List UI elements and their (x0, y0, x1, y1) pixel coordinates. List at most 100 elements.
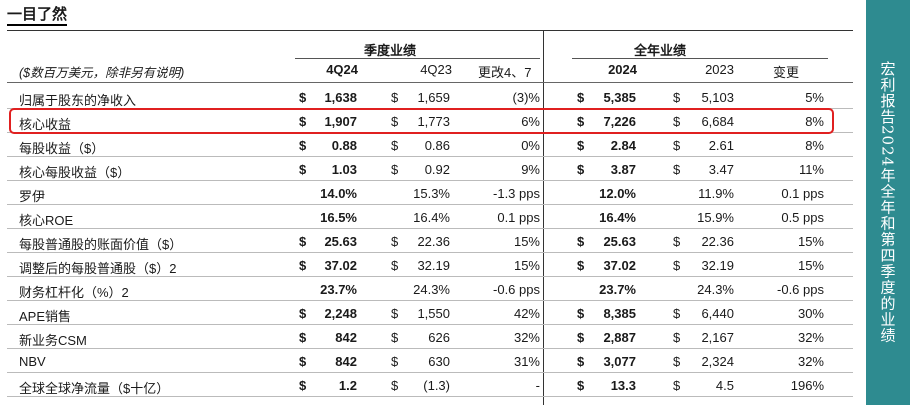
cell-y-cur: 3.87 (610, 162, 636, 177)
cell-q-prev: 1,659 (417, 90, 450, 105)
header-q-cur: 4Q24 (326, 62, 358, 77)
cell-label: 财务杠杆化（%）2 (19, 285, 129, 300)
cell-d1: $ (299, 378, 307, 393)
cell-label: 归属于股东的净收入 (19, 93, 137, 108)
table-row: 归属于股东的净收入 $1,638 $1,659 (3)% $5,385 $5,103 5% (0, 85, 860, 109)
cell-d1: $ (299, 90, 307, 105)
cell-d3: $ (577, 306, 585, 321)
row-divider (7, 180, 853, 181)
table-row: 核心收益 $1,907 $1,773 6% $7,226 $6,684 8% (0, 109, 860, 133)
cell-label: 核心ROE (19, 213, 74, 228)
cell-d4: $ (673, 234, 681, 249)
cell-y-prev: 3.47 (708, 162, 734, 177)
cell-d2: $ (391, 162, 399, 177)
cell-label: 核心每股收益（$） (19, 165, 131, 180)
cell-y-cur: 8,385 (603, 306, 636, 321)
header-y-cur: 2024 (608, 62, 637, 77)
row-divider (7, 396, 853, 397)
cell-q-prev: 15.3% (413, 186, 450, 201)
cell-q-prev: 630 (428, 354, 450, 369)
cell-y-prev: 4.5 (715, 378, 734, 393)
cell-y-prev: 2.61 (708, 138, 734, 153)
cell-label: 罗伊 (19, 189, 46, 204)
row-divider (7, 228, 853, 229)
cell-q-chg: 6% (521, 114, 540, 129)
cell-y-prev: 2,167 (701, 330, 734, 345)
cell-q-chg: -0.6 pps (493, 282, 540, 297)
cell-label: 每股普通股的账面价值（$） (19, 237, 183, 252)
table-row: 全球全球净流量（$十亿） $1.2 $ (1.3) - $13.3 $4.5 196% (0, 373, 860, 397)
cell-d2: $ (391, 330, 399, 345)
cell-q-cur: 1,638 (324, 90, 357, 105)
cell-y-cur: 2,887 (603, 330, 636, 345)
cell-y-cur: 2.84 (610, 138, 636, 153)
cell-d1: $ (299, 162, 307, 177)
cell-q-chg: (3)% (512, 90, 540, 105)
cell-d1: $ (299, 138, 307, 153)
cell-d3: $ (577, 354, 585, 369)
cell-y-cur: 7,226 (603, 114, 636, 129)
table-row: 每股收益（$） $0.88 $0.86 0% $2.84 $2.61 8% (0, 133, 860, 157)
cell-d4: $ (673, 330, 681, 345)
cell-q-prev: 0.86 (424, 138, 450, 153)
cell-y-chg: 8% (805, 138, 824, 153)
cell-q-cur: 14.0% (320, 186, 357, 201)
cell-y-chg: 30% (797, 306, 824, 321)
cell-q-chg: 31% (513, 354, 540, 369)
table-row: APE销售 $2,248 $1,550 42% $8,385 $6,440 30% (0, 301, 860, 325)
cell-label: APE销售 (19, 309, 72, 324)
cell-d4: $ (673, 162, 681, 177)
quarter-group-rule (295, 58, 540, 59)
cell-q-cur: 1,907 (324, 114, 357, 129)
cell-y-chg: -0.6 pps (777, 282, 824, 297)
table-row: 核心ROE 16.5% 16.4% 0.1 pps 16.4% 15.9% 0.5 pps (0, 205, 860, 229)
section-divider (543, 31, 544, 405)
cell-y-prev: 6,684 (701, 114, 734, 129)
cell-y-prev: 2,324 (701, 354, 734, 369)
cell-q-chg: 32% (513, 330, 540, 345)
cell-q-chg: 0% (521, 138, 540, 153)
cell-d3: $ (577, 378, 585, 393)
cell-q-prev: (1.3) (423, 378, 450, 393)
cell-d2: $ (391, 258, 399, 273)
cell-q-prev: 24.3% (413, 282, 450, 297)
cell-y-chg: 32% (797, 354, 824, 369)
cell-y-chg: 0.5 pps (781, 210, 824, 225)
table-row: 罗伊 14.0% 15.3% -1.3 pps 12.0% 11.9% 0.1 pps (0, 181, 860, 205)
cell-d1: $ (299, 354, 307, 369)
cell-q-cur: 2,248 (324, 306, 357, 321)
cell-d4: $ (673, 306, 681, 321)
cell-q-chg: 9% (521, 162, 540, 177)
cell-q-cur: 1.03 (331, 162, 357, 177)
cell-q-prev: 626 (428, 330, 450, 345)
cell-y-cur: 25.63 (603, 234, 636, 249)
header-q-prev: 4Q23 (420, 62, 452, 77)
cell-y-prev: 11.9% (698, 186, 734, 201)
cell-d4: $ (673, 378, 681, 393)
cell-y-chg: 0.1 pps (781, 186, 824, 201)
cell-d4: $ (673, 138, 681, 153)
cell-d3: $ (577, 330, 585, 345)
sidebar: 宏利报告2024年全年和第四季度的业绩 (866, 0, 910, 405)
cell-y-prev: 22.36 (701, 234, 734, 249)
cell-d2: $ (391, 138, 399, 153)
cell-y-prev: 6,440 (701, 306, 734, 321)
cell-q-chg: 15% (513, 234, 540, 249)
cell-y-chg: 8% (805, 114, 824, 129)
row-divider (7, 372, 853, 373)
cell-y-chg: 196% (790, 378, 824, 393)
cell-q-prev: 0.92 (424, 162, 450, 177)
cell-q-prev: 16.4% (413, 210, 450, 225)
cell-y-chg: 15% (797, 258, 824, 273)
cell-q-prev: 32.19 (417, 258, 450, 273)
row-divider (7, 300, 853, 301)
cell-q-cur: 37.02 (324, 258, 357, 273)
table-row: NBV $842 $630 31% $3,077 $2,324 32% (0, 349, 860, 373)
cell-d1: $ (299, 306, 307, 321)
cell-d4: $ (673, 258, 681, 273)
row-divider (7, 156, 853, 157)
cell-d3: $ (577, 258, 585, 273)
row-divider (7, 324, 853, 325)
cell-q-cur: 25.63 (324, 234, 357, 249)
row-divider (7, 252, 853, 253)
